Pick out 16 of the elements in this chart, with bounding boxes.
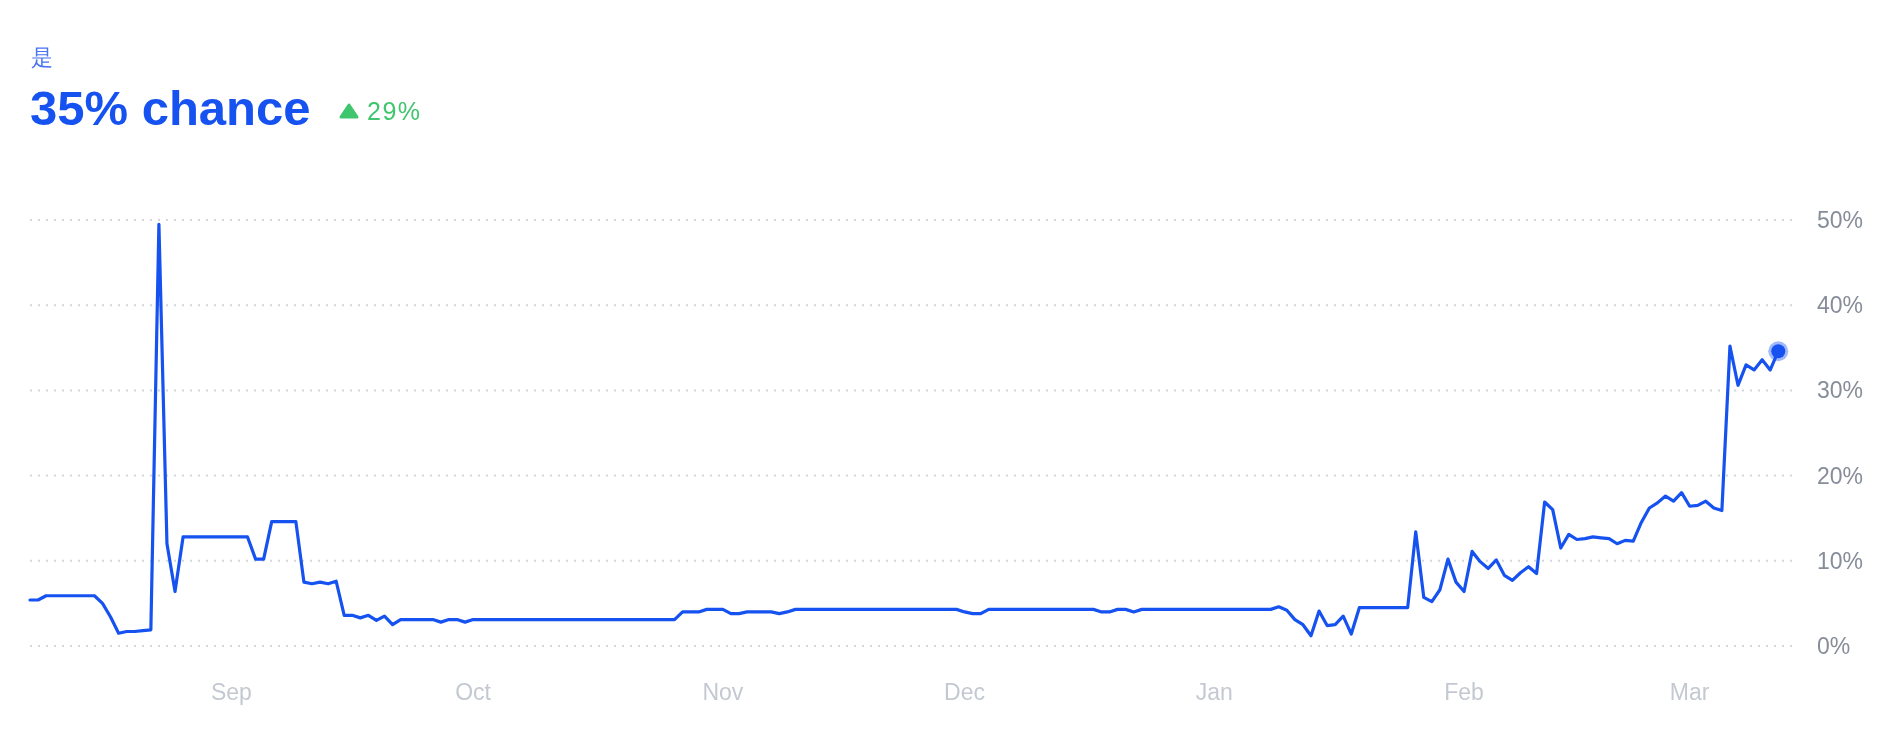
ytick-label: 10% [1817,547,1864,574]
ytick-label: 50% [1817,207,1864,233]
title: 是 [31,45,53,70]
annotation: 29% [367,97,422,125]
ytick-label: 40% [1817,292,1864,319]
ytick-label: 20% [1817,462,1864,489]
xtick-label: Feb [1444,679,1484,705]
xtick-label: Jan [1195,679,1233,705]
xtick-label: Oct [455,679,491,705]
ytick-label: 0% [1817,633,1851,659]
xtick-label: Dec [944,679,985,705]
xtick-label: Nov [702,679,744,705]
xtick-label: Sep [210,679,252,705]
ytick-label: 30% [1817,377,1864,404]
subtitle: 35% chance [30,81,311,135]
xtick-label: Mar [1669,679,1710,705]
